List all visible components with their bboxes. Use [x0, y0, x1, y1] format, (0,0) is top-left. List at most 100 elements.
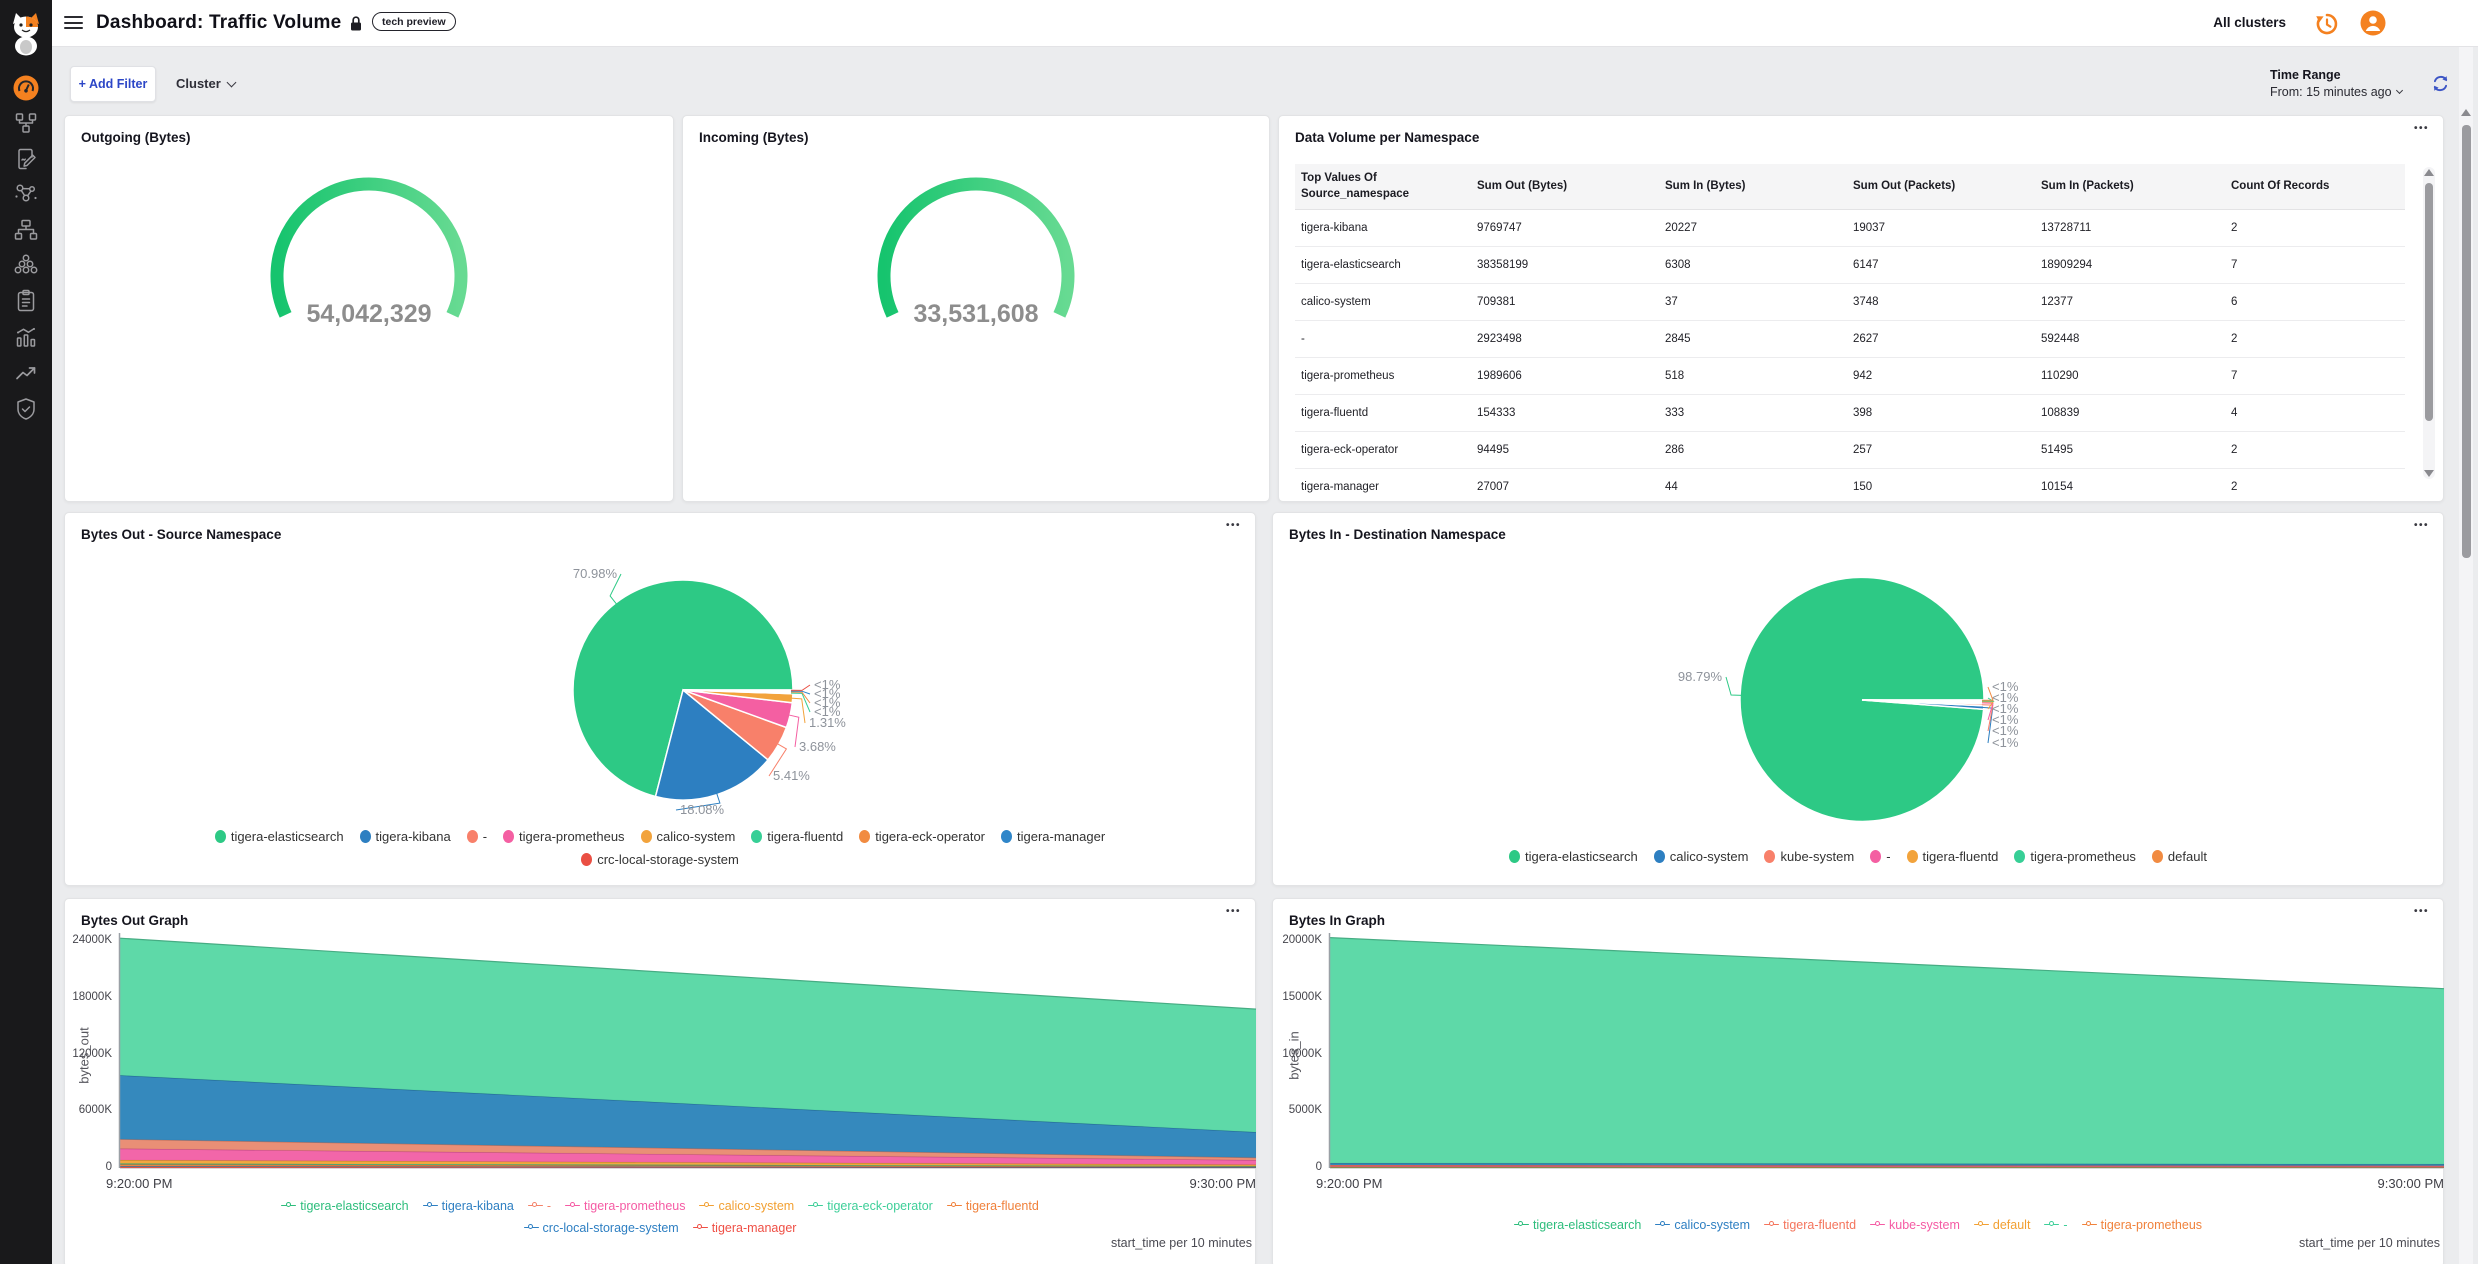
legend-item[interactable]: default	[2151, 849, 2207, 864]
legend-item[interactable]: calico-system	[1655, 1218, 1750, 1232]
legend-item[interactable]: kube-system	[1870, 1218, 1960, 1232]
table-row: -2923498 2845 2627 592448 2	[1295, 321, 2405, 358]
legend-dot-icon	[2151, 850, 2163, 863]
legend-item[interactable]: calico-system	[640, 829, 735, 844]
table-row: tigera-fluentd 154333 333 398 108839 4	[1295, 395, 2405, 432]
legend-item[interactable]: default	[1973, 1218, 2030, 1232]
legend-item[interactable]: tigera-fluentd	[1906, 849, 1998, 864]
outgoing-bytes-card: Outgoing (Bytes) 54,042,329	[64, 115, 674, 502]
legend-item[interactable]: tigera-elasticsearch	[214, 829, 344, 844]
page-scrollbar[interactable]	[2459, 47, 2473, 1264]
table-row: tigera-manager 27007 44 150 10154 2	[1295, 469, 2405, 500]
clipboard-list-icon[interactable]	[14, 289, 38, 313]
y-axis-tick-label: 0	[105, 1161, 112, 1173]
table-column-header: Top Values Of Source_namespace	[1301, 171, 1410, 200]
legend-item[interactable]: -	[466, 829, 487, 844]
legend-item[interactable]: tigera-elasticsearch	[1513, 1218, 1641, 1232]
card-title: Bytes Out - Source Namespace	[81, 527, 282, 542]
trending-arrow-icon[interactable]	[14, 361, 38, 385]
legend-item[interactable]: tigera-manager	[1001, 829, 1105, 844]
y-axis-tick-label: 15000K	[1282, 990, 1322, 1003]
more-menu-icon[interactable]: •••	[2413, 906, 2429, 917]
legend-item[interactable]: kube-system	[1764, 849, 1854, 864]
legend-item[interactable]: tigera-manager	[692, 1221, 796, 1235]
network-sets-icon[interactable]	[14, 218, 38, 242]
legend-line-marker-icon	[2081, 1220, 2097, 1229]
history-icon[interactable]	[2314, 11, 2340, 37]
chart-legend-row: tigera-elasticsearch tigera-kibana - tigera…	[64, 829, 1256, 848]
x-axis-label: 9:30:00 PM	[1189, 1176, 1257, 1191]
add-filter-button[interactable]: + Add Filter	[70, 66, 156, 102]
legend-line-marker-icon	[422, 1201, 438, 1210]
user-avatar[interactable]	[2360, 10, 2386, 36]
gauge-value: 33,531,608	[913, 300, 1038, 328]
more-menu-icon[interactable]: •••	[1225, 520, 1241, 531]
legend-item[interactable]: tigera-eck-operator	[859, 829, 985, 844]
time-range-value[interactable]: From: 15 minutes ago	[2270, 85, 2403, 99]
legend-item[interactable]: tigera-prometheus	[2081, 1218, 2202, 1232]
y-axis-title: bytes_out	[76, 1027, 92, 1084]
more-menu-icon[interactable]: •••	[2413, 123, 2429, 134]
x-axis-label: 9:20:00 PM	[106, 1176, 173, 1191]
top-header: Dashboard: Traffic Volume tech preview A…	[52, 0, 2478, 47]
legend-item[interactable]: tigera-elasticsearch	[281, 1199, 409, 1213]
legend-dot-icon	[1653, 850, 1665, 863]
bytes-in-graph-card: Bytes In Graph •••	[1272, 898, 2444, 1264]
pie-slice[interactable]	[682, 689, 794, 692]
legend-item[interactable]: tigera-prometheus	[2014, 849, 2136, 864]
policy-document-icon[interactable]	[14, 147, 38, 171]
legend-item[interactable]: tigera-prometheus	[503, 829, 625, 844]
cluster-filter-dropdown[interactable]: Cluster	[176, 76, 237, 91]
legend-line-marker-icon	[523, 1223, 539, 1232]
legend-item[interactable]: tigera-kibana	[422, 1199, 514, 1213]
service-graph-icon[interactable]	[14, 182, 38, 206]
legend-item[interactable]: calico-system	[699, 1199, 794, 1213]
dashboard-gauge-icon[interactable]	[13, 75, 39, 101]
data-volume-table-card: Data Volume per Namespace ••• Top Values…	[1278, 115, 2444, 502]
more-menu-icon[interactable]: •••	[2413, 520, 2429, 531]
hamburger-menu-icon[interactable]	[64, 16, 84, 31]
legend-item[interactable]: calico-system	[1653, 849, 1748, 864]
card-title: Data Volume per Namespace	[1295, 130, 1480, 145]
network-topology-icon[interactable]	[14, 111, 38, 135]
legend-line-marker-icon	[1870, 1220, 1886, 1229]
scroll-down-icon[interactable]	[2424, 470, 2434, 477]
calico-cat-logo[interactable]	[6, 10, 46, 56]
legend-item[interactable]: tigera-elasticsearch	[1509, 849, 1638, 864]
table-column-header: Sum In (Packets)	[2041, 179, 2134, 192]
shield-check-icon[interactable]	[14, 397, 38, 421]
legend-dot-icon	[1764, 850, 1776, 863]
legend-item[interactable]: tigera-eck-operator	[808, 1199, 933, 1213]
legend-item[interactable]: -	[1870, 849, 1891, 864]
legend-item[interactable]: tigera-fluentd	[751, 829, 843, 844]
legend-line-marker-icon	[1973, 1220, 1989, 1229]
refresh-icon[interactable]	[2431, 74, 2450, 93]
all-clusters-selector[interactable]: All clusters	[2213, 15, 2286, 30]
legend-item[interactable]: -	[2044, 1218, 2068, 1232]
legend-dot-icon	[751, 830, 763, 843]
legend-line-marker-icon	[565, 1201, 581, 1210]
more-menu-icon[interactable]: •••	[1225, 906, 1241, 917]
x-axis-label: 9:20:00 PM	[1316, 1176, 1383, 1191]
y-axis-tick-label: 0	[1315, 1161, 1322, 1173]
legend-item[interactable]: tigera-fluentd	[1764, 1218, 1856, 1232]
legend-item[interactable]: tigera-prometheus	[565, 1199, 685, 1213]
legend-dot-icon	[640, 830, 652, 843]
chart-legend-row: crc-local-storage-system	[64, 852, 1256, 871]
card-title: Bytes Out Graph	[81, 913, 189, 928]
legend-item[interactable]: tigera-kibana	[359, 829, 451, 844]
statistics-chart-icon[interactable]	[14, 325, 38, 349]
scroll-up-icon[interactable]	[2424, 169, 2434, 176]
pie-slice[interactable]	[1861, 699, 1985, 702]
card-title: Incoming (Bytes)	[699, 130, 809, 145]
legend-item[interactable]: -	[527, 1199, 551, 1213]
y-axis-tick-label: 6000K	[78, 1104, 112, 1117]
table-scrollbar[interactable]	[2423, 167, 2435, 479]
legend-item[interactable]: crc-local-storage-system	[523, 1221, 679, 1235]
scroll-up-icon[interactable]	[2461, 109, 2471, 116]
legend-item[interactable]: tigera-fluentd	[946, 1199, 1039, 1213]
legend-item[interactable]: crc-local-storage-system	[581, 852, 739, 867]
page-scrollbar-thumb[interactable]	[2461, 125, 2471, 558]
cluster-honeycomb-icon[interactable]	[14, 253, 38, 277]
table-scrollbar-thumb[interactable]	[2425, 183, 2433, 421]
